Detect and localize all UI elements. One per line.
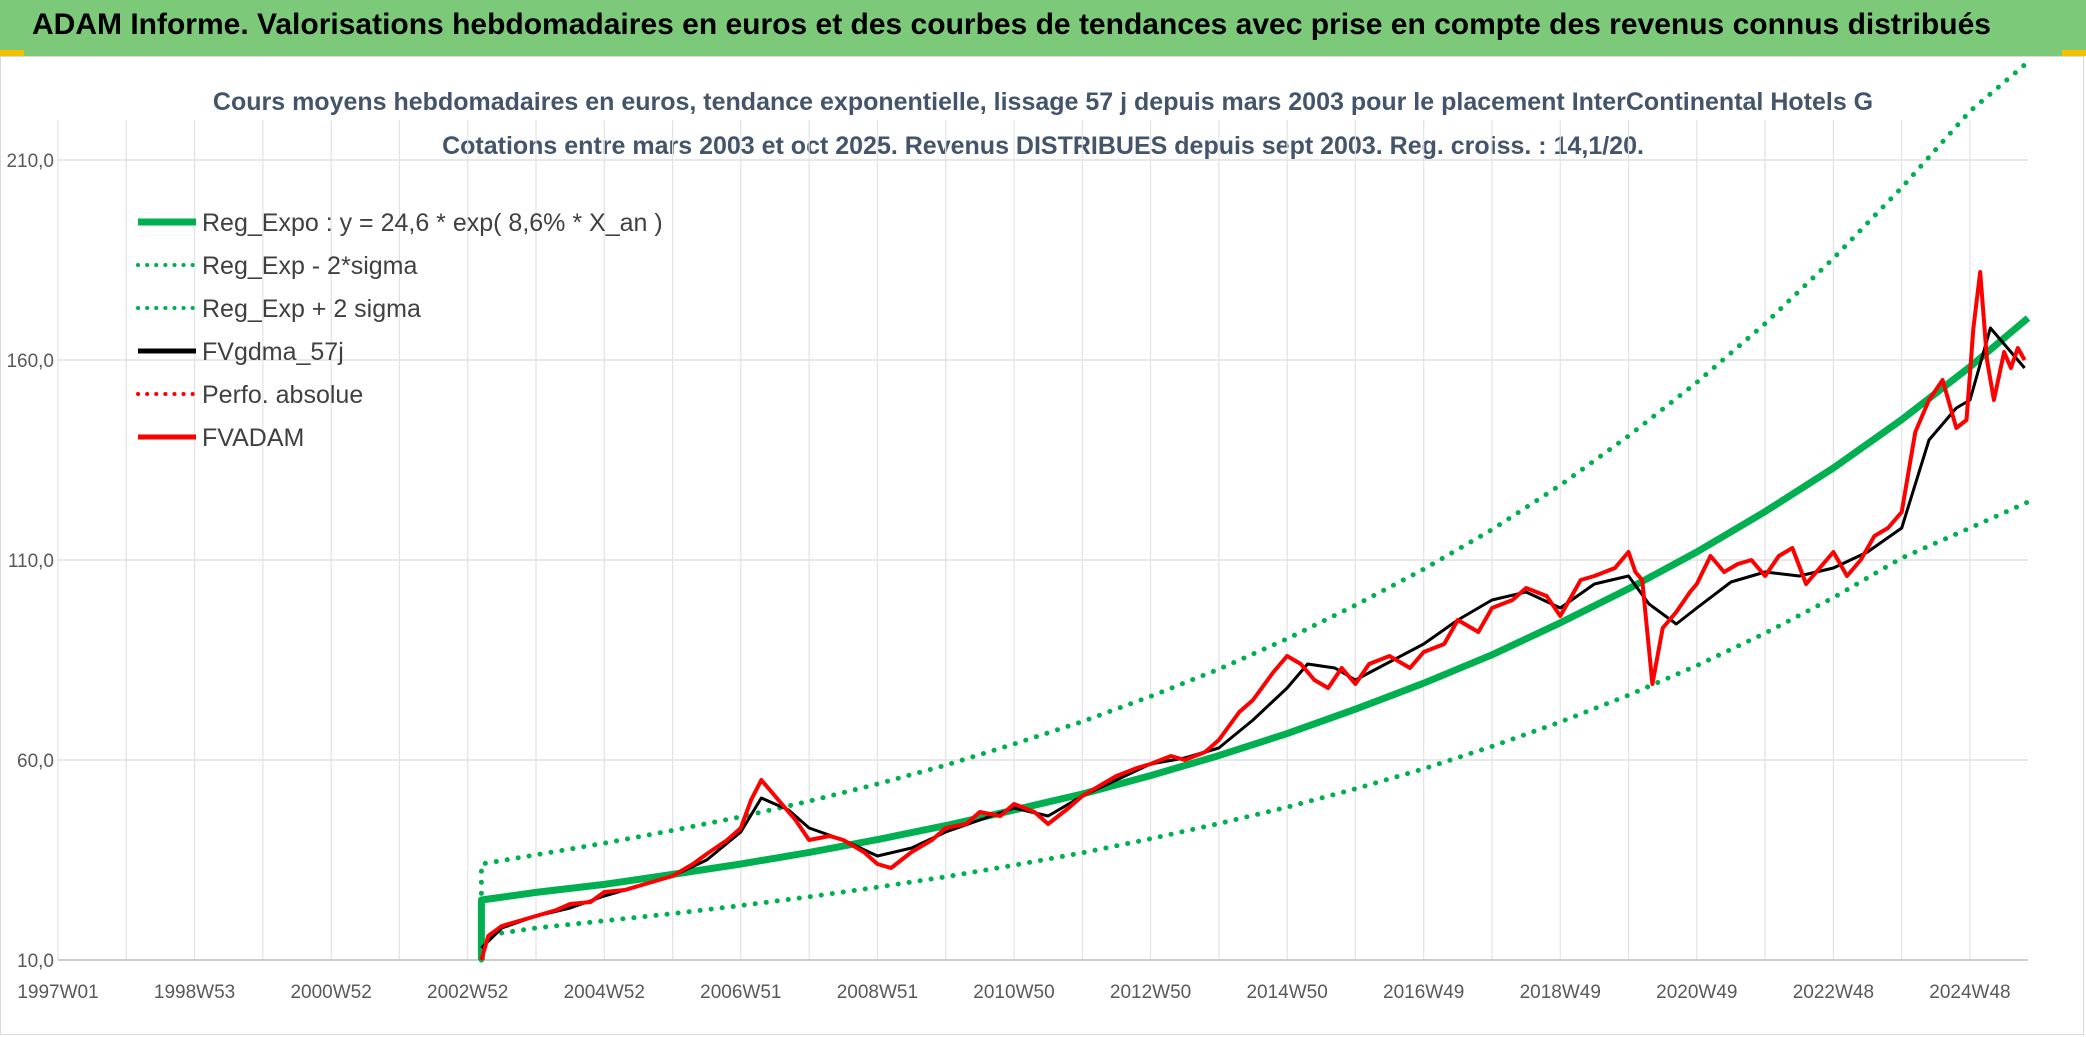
chart-subtitle: Cotations entre mars 2003 et oct 2025. R…	[442, 132, 1644, 160]
y-tick-label: 160,0	[6, 351, 54, 372]
x-tick-label: 2012W50	[1110, 982, 1191, 1003]
legend-label: Perfo. absolue	[202, 381, 363, 409]
x-tick-label: 2020W49	[1656, 982, 1737, 1003]
x-tick-label: 1998W53	[154, 982, 235, 1003]
x-tick-label: 2022W48	[1793, 982, 1874, 1003]
chart-title: Cours moyens hebdomadaires en euros, ten…	[213, 88, 1873, 116]
x-tick-label: 2016W49	[1383, 982, 1464, 1003]
legend-label: FVgdma_57j	[202, 338, 344, 366]
x-tick-label: 2010W50	[973, 982, 1054, 1003]
title-banner: ADAM Informe. Valorisations hebdomadaire…	[0, 0, 2086, 56]
legend: Reg_Expo : y = 24,6 * exp( 8,6% * X_an )…	[136, 209, 663, 452]
x-tick-label: 1997W01	[17, 982, 98, 1003]
x-tick-label: 2014W50	[1246, 982, 1327, 1003]
series-reg-expo	[477, 315, 2031, 960]
legend-label: FVADAM	[202, 424, 304, 452]
legend-label: Reg_Exp + 2 sigma	[202, 295, 421, 323]
series-reg-minus-2sigma	[478, 499, 2031, 963]
x-tick-label: 2006W51	[700, 982, 781, 1003]
banner-accent-right	[2062, 50, 2086, 56]
legend-label: Reg_Expo : y = 24,6 * exp( 8,6% * X_an )	[202, 209, 663, 237]
x-tick-label: 2008W51	[837, 982, 918, 1003]
series-fvgdma-57j	[480, 326, 2026, 950]
axes: 10,0 60,0 110,0 160,0 210,0 1997W01 1998W53 200…	[6, 151, 2028, 1003]
banner-accent-left	[0, 50, 24, 56]
x-tick-label: 2018W49	[1520, 982, 1601, 1003]
series-fvadam	[479, 270, 2027, 961]
series-lines	[477, 59, 2031, 963]
legend-label: Reg_Exp - 2*sigma	[202, 252, 417, 280]
series-reg-plus-2sigma	[478, 59, 2031, 963]
x-tick-label: 2004W52	[564, 982, 645, 1003]
banner-title: ADAM Informe. Valorisations hebdomadaire…	[32, 8, 1991, 41]
gridlines	[57, 120, 2028, 961]
y-tick-label: 60,0	[17, 751, 54, 772]
y-tick-label: 10,0	[17, 951, 54, 972]
x-tick-label: 2000W52	[290, 982, 371, 1003]
x-tick-label: 2024W48	[1929, 982, 2010, 1003]
y-tick-label: 210,0	[6, 151, 54, 172]
y-tick-label: 110,0	[8, 551, 54, 572]
x-tick-label: 2002W52	[427, 982, 508, 1003]
chart-frame	[0, 56, 2084, 1035]
